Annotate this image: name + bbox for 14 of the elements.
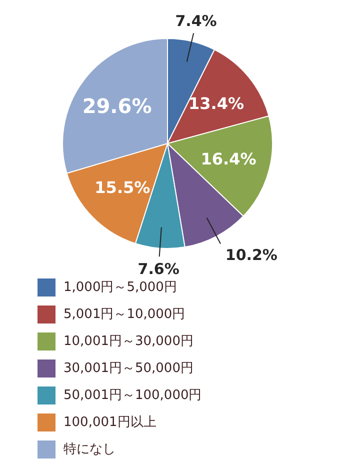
data-label: 7.4% — [175, 12, 217, 30]
data-label: 13.4% — [188, 94, 244, 114]
data-label: 29.6% — [82, 94, 152, 118]
legend-label: 1,000円～5,000円 — [64, 280, 177, 295]
legend-label: 10,001円～30,000円 — [64, 334, 194, 349]
legend-label: 50,001円～100,000円 — [64, 388, 202, 403]
data-label: 15.5% — [94, 178, 150, 198]
legend-label: 5,001円～10,000円 — [64, 307, 186, 322]
legend-label: 100,001円以上 — [64, 415, 156, 430]
data-label: 10.2% — [225, 246, 278, 264]
legend-label: 30,001円～50,000円 — [64, 361, 194, 376]
legend-label: 特になし — [64, 442, 116, 457]
data-label: 16.4% — [200, 150, 256, 169]
data-label: 7.6% — [138, 260, 180, 278]
